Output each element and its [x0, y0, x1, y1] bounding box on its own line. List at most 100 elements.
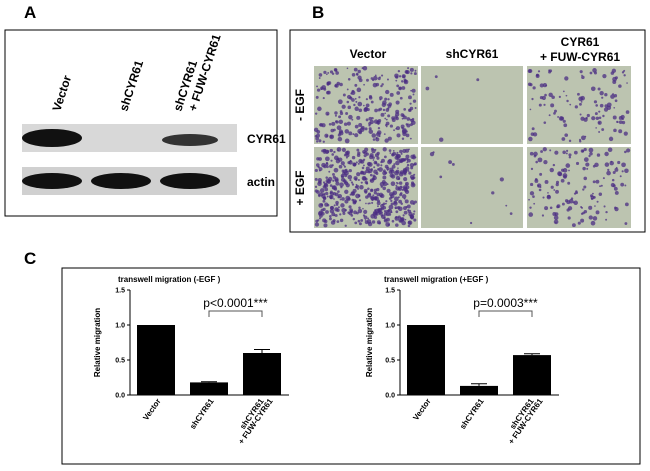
cell — [341, 147, 346, 152]
cell — [571, 223, 576, 228]
annotation: p<0.0001*** — [203, 296, 268, 310]
cell — [529, 206, 532, 209]
cell — [395, 160, 400, 166]
cell — [383, 133, 386, 135]
cell — [372, 159, 375, 161]
cell — [546, 194, 552, 200]
cell — [365, 166, 370, 171]
cell — [398, 187, 401, 190]
cell — [408, 95, 412, 100]
cell — [354, 185, 358, 189]
cell — [411, 117, 415, 121]
cell — [322, 148, 327, 153]
cell — [318, 73, 323, 77]
cell — [403, 210, 408, 215]
cell — [529, 108, 532, 111]
cell — [405, 133, 410, 138]
cell — [344, 129, 350, 134]
cell — [505, 204, 508, 207]
cell — [329, 134, 335, 140]
cell — [537, 157, 543, 163]
cell — [328, 170, 331, 173]
cell — [356, 148, 360, 152]
cell — [322, 196, 327, 201]
cell — [339, 198, 342, 201]
cell — [590, 86, 596, 92]
cell — [617, 121, 619, 123]
cell — [355, 72, 359, 76]
cell — [558, 95, 561, 98]
cell — [335, 71, 339, 75]
cell — [566, 99, 569, 103]
cell — [366, 78, 369, 82]
cell — [395, 210, 399, 214]
cell — [395, 223, 399, 227]
cell — [538, 103, 542, 107]
cell — [595, 210, 600, 215]
cell — [333, 204, 336, 207]
cell — [353, 210, 357, 215]
cell — [379, 181, 385, 187]
cell — [594, 112, 598, 116]
cell — [316, 130, 321, 134]
cell — [412, 99, 417, 103]
panel-label: B — [312, 3, 324, 22]
cell — [325, 191, 329, 196]
cell — [599, 91, 604, 96]
cell — [367, 217, 370, 220]
cell — [398, 171, 404, 177]
cell — [374, 161, 378, 164]
cell — [391, 116, 395, 120]
cell — [568, 156, 572, 159]
cell — [617, 160, 621, 165]
cell — [412, 176, 415, 179]
cell — [367, 162, 373, 167]
cell — [363, 215, 368, 220]
cell — [316, 88, 321, 92]
cell — [337, 195, 340, 199]
cell — [618, 84, 622, 88]
cell — [380, 211, 383, 215]
cell — [382, 186, 387, 191]
cell — [604, 151, 609, 157]
cell — [529, 83, 533, 87]
cell — [499, 177, 504, 182]
cell — [325, 178, 331, 184]
cell — [385, 125, 388, 128]
cell — [356, 115, 361, 120]
cell — [389, 173, 394, 178]
cell — [385, 118, 388, 121]
cell — [359, 184, 364, 190]
cell — [380, 158, 385, 163]
blot-band — [160, 173, 220, 189]
cell — [621, 71, 625, 74]
cell — [534, 179, 539, 183]
cell — [588, 215, 593, 220]
cell — [341, 197, 345, 201]
cell — [317, 181, 322, 187]
cell — [335, 120, 338, 123]
cell — [565, 152, 568, 155]
cell — [535, 73, 539, 77]
cell — [375, 137, 380, 142]
cell — [357, 151, 361, 155]
cell — [358, 108, 363, 113]
cell — [612, 115, 617, 120]
cell — [331, 121, 336, 126]
cell — [407, 67, 410, 70]
cell — [398, 217, 404, 223]
cell — [389, 92, 394, 97]
cell — [337, 99, 343, 105]
cell — [316, 85, 318, 88]
cell — [399, 149, 403, 154]
cell — [351, 89, 355, 93]
cell — [327, 71, 330, 74]
cell — [626, 148, 631, 153]
cell — [322, 199, 326, 203]
cell — [533, 154, 537, 158]
cell — [379, 76, 381, 79]
cell — [336, 125, 342, 131]
cell — [596, 153, 601, 157]
cell — [585, 162, 590, 167]
cell — [604, 93, 608, 97]
